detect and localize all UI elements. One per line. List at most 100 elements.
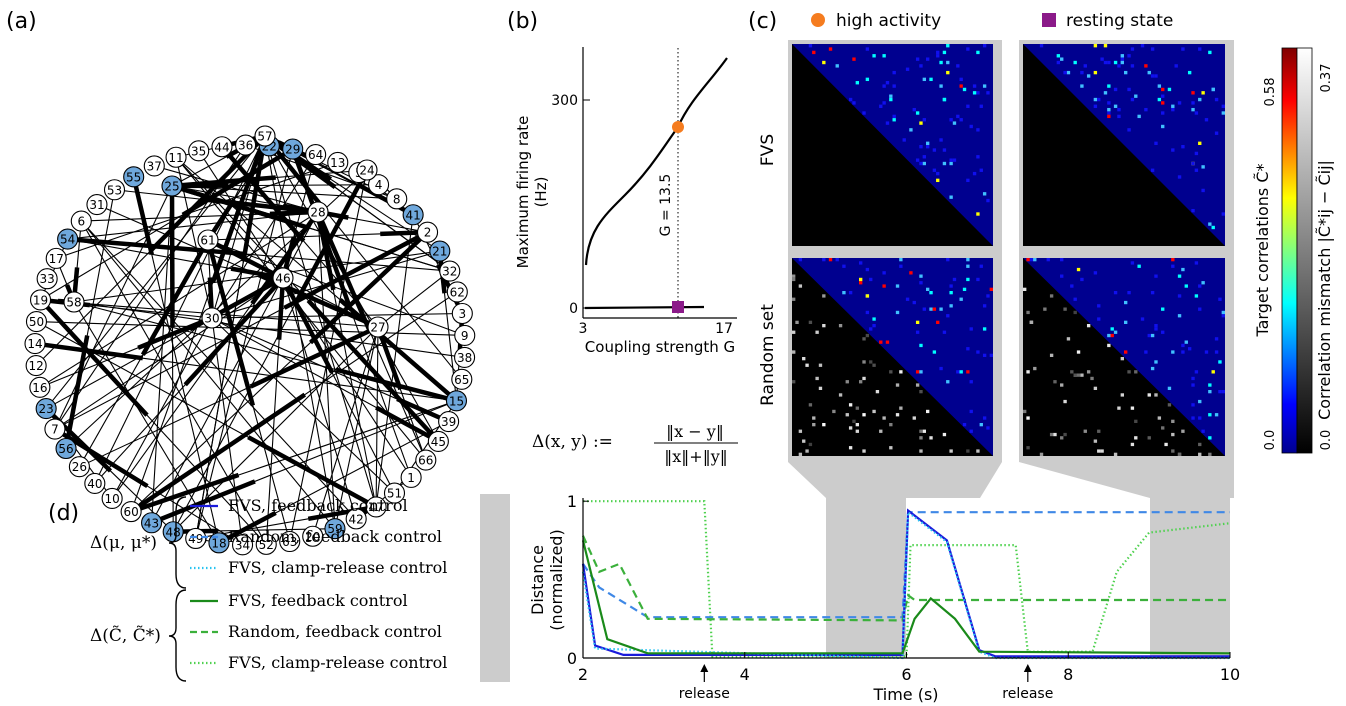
network-node-50: 50 (25, 311, 48, 333)
formula-lhs: Δ(x, y) := (532, 432, 613, 452)
matrix-cell (1150, 366, 1155, 371)
matrix-cell (939, 307, 943, 311)
panel-d-ylabel-line1: Distance (528, 545, 547, 615)
network-node-20: 20 (302, 525, 324, 547)
matrix-mismatch-cell (822, 324, 826, 328)
panel-d-curves (581, 500, 1231, 660)
network-node-58: 58 (63, 291, 85, 313)
matrix-cell (982, 304, 987, 308)
network-node-56: 56 (55, 437, 77, 460)
network-edge-arrow (181, 147, 294, 217)
matrix-cell (929, 291, 933, 295)
matrix-cell (936, 54, 940, 58)
matrix-cell (1161, 330, 1165, 334)
matrix-cell (966, 47, 970, 51)
matrix-cell (972, 84, 977, 88)
network-node-47: 47 (365, 496, 387, 518)
network-node-36: 36 (235, 134, 257, 156)
matrix-cell (882, 84, 886, 88)
matrix-mismatch-cell (1060, 436, 1064, 440)
matrix-cell (1154, 327, 1158, 331)
matrix-cell (1127, 291, 1131, 295)
legend-entry: Random, feedback control (190, 527, 442, 546)
panel-b-ylabel-line1: Maximum firing rate (514, 116, 532, 269)
matrix-cell (1157, 84, 1162, 88)
network-node-label: 57 (257, 130, 272, 144)
network-edge (375, 326, 379, 507)
matrix-cell (1198, 284, 1202, 288)
network-node-label: 34 (235, 538, 250, 552)
matrix-cell (1107, 84, 1111, 88)
panel-d-xtick-label: 2 (578, 665, 588, 684)
panel-d-xtick-label: 4 (740, 665, 750, 684)
distance-curve-3 (581, 535, 1230, 622)
network-node-55: 55 (123, 166, 145, 188)
matrix-cell (915, 330, 920, 334)
network-node-circle (445, 390, 468, 412)
matrix-mismatch-cell (808, 320, 813, 324)
matrix-cell (1221, 104, 1225, 108)
network-edge (54, 277, 284, 430)
network-node-circle (386, 188, 408, 210)
network-edge (80, 220, 357, 520)
network-node-label: 9 (461, 329, 469, 343)
matrix-mismatch-cell (875, 390, 880, 394)
network-node-12: 12 (25, 355, 47, 377)
matrix-cell (1124, 70, 1128, 75)
network-node-label: 7 (51, 423, 59, 437)
network-node-circle (255, 533, 277, 555)
network-node-59: 59 (324, 518, 346, 540)
matrix-mismatch-cell (818, 363, 823, 367)
matrix-mismatch-cell (855, 429, 859, 433)
matrix-cell (879, 340, 883, 344)
matrix-mismatch-cell (792, 277, 796, 282)
matrix-cell (966, 347, 970, 351)
matrix-cell (852, 101, 856, 105)
network-node-circle (120, 501, 142, 523)
network-node-circle (25, 355, 47, 377)
matrix-cell (1191, 416, 1195, 420)
legend-high-activity-label: high activity (836, 11, 941, 31)
matrix-mismatch-cell (1157, 416, 1162, 420)
matrix-mismatch-cell (1063, 432, 1067, 437)
network-node-40: 40 (84, 472, 106, 494)
network-node-label: 44 (214, 140, 229, 154)
matrix-cell (1181, 47, 1185, 51)
matrix-mismatch-cell (1026, 310, 1030, 315)
matrix-cell (1046, 258, 1050, 262)
network-node-8: 8 (386, 188, 408, 210)
matrix-cell (1117, 114, 1121, 119)
matrix-cell (936, 320, 940, 324)
matrix-cell (932, 148, 937, 152)
colorbar1-top-label: 0.58 (1263, 78, 1278, 107)
matrix-cell (1137, 114, 1141, 119)
matrix-cell (979, 104, 983, 108)
matrix-mismatch-cell (862, 413, 866, 417)
matrix-cell (905, 67, 910, 71)
matrix-cell (1150, 333, 1155, 338)
matrix-cell (865, 310, 870, 315)
matrix-cell (855, 81, 859, 85)
panel-b-plot: 300 0 3 17 Coupling strength G Maximum f… (514, 47, 737, 356)
network-node-61: 61 (197, 229, 219, 251)
network-node-label: 32 (442, 265, 457, 279)
panel-d-ticks: 2 4 6 8 10 0 1 (567, 492, 1240, 684)
matrix-cell (1208, 222, 1212, 226)
release-markers: release release (679, 664, 1053, 702)
network-edge-arrow (129, 392, 307, 514)
matrix-mismatch-cell (1097, 429, 1101, 433)
panel-b-xtick-label-3: 3 (579, 321, 588, 337)
release-label: release (679, 686, 730, 702)
matrix-mismatch-cell (1053, 432, 1057, 437)
matrix-mismatch-cell (1147, 436, 1151, 440)
network-node-label: 1 (407, 471, 415, 485)
matrix-cell (1113, 87, 1118, 92)
matrix-mismatch-cell (1063, 307, 1067, 311)
legend-brace-2 (168, 589, 187, 682)
matrix-cell (882, 54, 886, 58)
matrix-cell (1218, 360, 1222, 364)
matrix-cell (982, 327, 987, 331)
matrix-cell (956, 64, 960, 68)
matrix-mismatch-cell (869, 360, 873, 364)
matrix-cell (1201, 188, 1205, 193)
